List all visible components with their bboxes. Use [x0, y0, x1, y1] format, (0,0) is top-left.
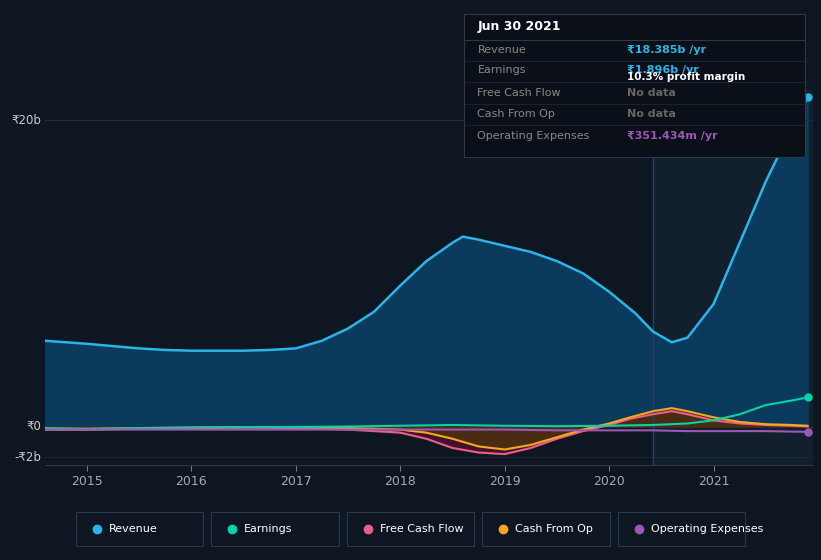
Text: No data: No data [627, 88, 677, 98]
Text: Revenue: Revenue [108, 524, 158, 534]
Text: Jun 30 2021: Jun 30 2021 [478, 20, 561, 34]
Text: Earnings: Earnings [245, 524, 293, 534]
Text: ₹1.896b /yr: ₹1.896b /yr [627, 64, 699, 74]
Text: Earnings: Earnings [478, 64, 526, 74]
Text: ₹0: ₹0 [26, 420, 41, 433]
Text: Free Cash Flow: Free Cash Flow [478, 88, 561, 98]
Text: ₹18.385b /yr: ₹18.385b /yr [627, 45, 707, 55]
Bar [653, 90, 813, 465]
Text: Revenue: Revenue [478, 45, 526, 55]
Text: Operating Expenses: Operating Expenses [478, 130, 589, 141]
Text: ₹351.434m /yr: ₹351.434m /yr [627, 130, 718, 141]
Text: No data: No data [627, 109, 677, 119]
Text: Cash From Op: Cash From Op [478, 109, 555, 119]
Text: Operating Expenses: Operating Expenses [650, 524, 763, 534]
Text: Cash From Op: Cash From Op [516, 524, 593, 534]
Text: ₹20b: ₹20b [11, 114, 41, 127]
Text: 10.3% profit margin: 10.3% profit margin [627, 72, 745, 82]
Text: Free Cash Flow: Free Cash Flow [380, 524, 463, 534]
Text: -₹2b: -₹2b [15, 451, 41, 464]
